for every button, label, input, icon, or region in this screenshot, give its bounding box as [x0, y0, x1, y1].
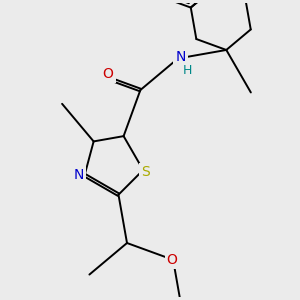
Text: N: N [175, 50, 186, 64]
Text: N: N [74, 168, 84, 182]
Text: H: H [183, 64, 193, 77]
Text: O: O [167, 253, 178, 267]
Text: S: S [141, 166, 150, 179]
Text: O: O [103, 67, 113, 81]
